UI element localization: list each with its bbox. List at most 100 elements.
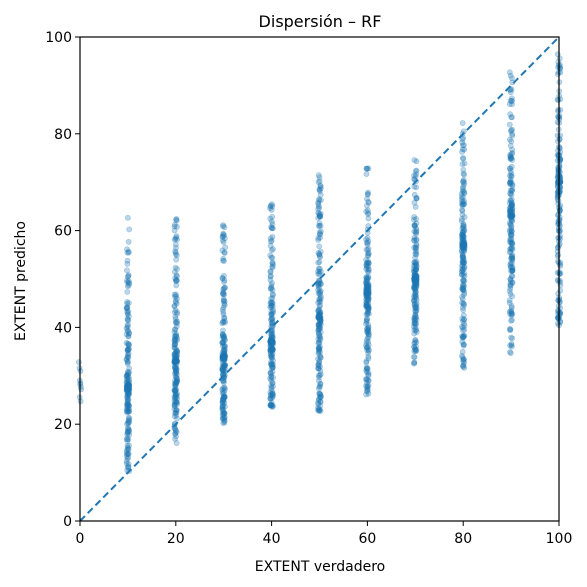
data-point bbox=[363, 300, 370, 307]
data-point bbox=[124, 399, 131, 406]
data-point bbox=[269, 221, 276, 227]
data-point bbox=[219, 355, 226, 362]
data-point bbox=[317, 310, 324, 317]
data-point bbox=[315, 314, 322, 321]
data-point bbox=[173, 371, 180, 378]
data-point bbox=[172, 337, 179, 343]
data-point bbox=[78, 386, 85, 393]
data-point bbox=[221, 384, 228, 391]
data-point bbox=[268, 346, 275, 353]
data-point bbox=[317, 334, 324, 340]
data-point bbox=[269, 339, 275, 345]
data-point bbox=[315, 321, 322, 328]
data-point bbox=[316, 285, 323, 291]
data-point bbox=[123, 386, 130, 393]
data-point bbox=[364, 289, 370, 295]
data-point bbox=[220, 297, 227, 304]
data-point bbox=[123, 408, 130, 415]
data-point bbox=[172, 251, 179, 258]
data-point bbox=[268, 254, 275, 261]
data-point bbox=[125, 381, 132, 388]
data-point bbox=[174, 348, 180, 355]
data-point bbox=[172, 381, 179, 388]
data-point bbox=[507, 291, 514, 297]
data-point bbox=[124, 382, 131, 389]
data-point bbox=[365, 288, 371, 294]
data-point bbox=[412, 279, 419, 286]
data-point bbox=[317, 254, 323, 261]
data-point bbox=[317, 354, 324, 361]
data-point bbox=[315, 400, 321, 406]
data-point bbox=[268, 207, 275, 213]
data-point bbox=[220, 338, 227, 344]
data-point bbox=[317, 183, 324, 189]
data-point bbox=[317, 314, 324, 321]
data-point bbox=[461, 146, 468, 153]
data-point bbox=[316, 316, 323, 323]
data-point bbox=[171, 221, 178, 228]
data-point bbox=[413, 264, 420, 271]
data-point bbox=[171, 406, 178, 413]
data-point bbox=[459, 211, 466, 218]
data-point bbox=[317, 197, 324, 204]
data-point bbox=[412, 292, 419, 299]
data-point bbox=[364, 365, 371, 372]
data-point bbox=[507, 153, 514, 160]
data-point bbox=[411, 276, 418, 282]
data-point bbox=[222, 337, 228, 344]
data-point bbox=[317, 314, 323, 321]
data-point bbox=[219, 358, 226, 364]
data-point bbox=[267, 351, 274, 357]
data-point bbox=[125, 425, 131, 432]
data-point bbox=[267, 396, 274, 402]
data-point bbox=[219, 340, 226, 346]
data-point bbox=[124, 277, 130, 284]
data-point bbox=[458, 190, 465, 197]
data-point bbox=[316, 390, 323, 397]
data-point bbox=[411, 274, 418, 280]
data-point bbox=[221, 344, 228, 350]
data-point bbox=[458, 218, 465, 225]
data-point bbox=[173, 358, 180, 365]
data-point bbox=[365, 369, 372, 376]
data-point bbox=[316, 346, 323, 353]
data-point bbox=[268, 354, 275, 361]
data-point bbox=[460, 166, 467, 173]
data-point bbox=[413, 184, 420, 191]
data-point bbox=[317, 352, 324, 359]
data-point bbox=[365, 245, 372, 252]
data-point bbox=[171, 352, 178, 359]
data-point bbox=[219, 399, 226, 406]
data-point bbox=[315, 365, 322, 372]
data-point bbox=[413, 297, 420, 304]
data-point bbox=[269, 355, 275, 362]
data-point bbox=[364, 385, 370, 392]
data-point bbox=[363, 318, 370, 325]
data-point bbox=[460, 194, 466, 201]
data-point bbox=[413, 282, 420, 289]
data-point bbox=[315, 311, 322, 318]
data-point bbox=[173, 433, 179, 440]
data-point bbox=[363, 302, 370, 309]
data-point bbox=[363, 236, 369, 243]
data-point bbox=[267, 337, 274, 344]
data-point bbox=[364, 365, 371, 372]
data-point bbox=[174, 358, 181, 365]
data-point bbox=[221, 418, 228, 424]
data-point bbox=[413, 231, 419, 238]
data-point bbox=[459, 265, 465, 272]
data-point bbox=[267, 359, 274, 366]
data-point bbox=[221, 356, 228, 363]
data-point bbox=[411, 268, 418, 275]
data-point bbox=[413, 280, 420, 287]
data-point bbox=[411, 157, 418, 163]
data-point bbox=[364, 380, 370, 387]
data-point bbox=[222, 244, 229, 251]
data-point bbox=[364, 330, 371, 337]
data-point bbox=[363, 311, 370, 318]
data-point bbox=[412, 262, 419, 269]
data-point bbox=[411, 276, 418, 282]
data-point bbox=[364, 316, 370, 322]
data-point bbox=[123, 372, 130, 379]
data-point bbox=[365, 269, 372, 275]
